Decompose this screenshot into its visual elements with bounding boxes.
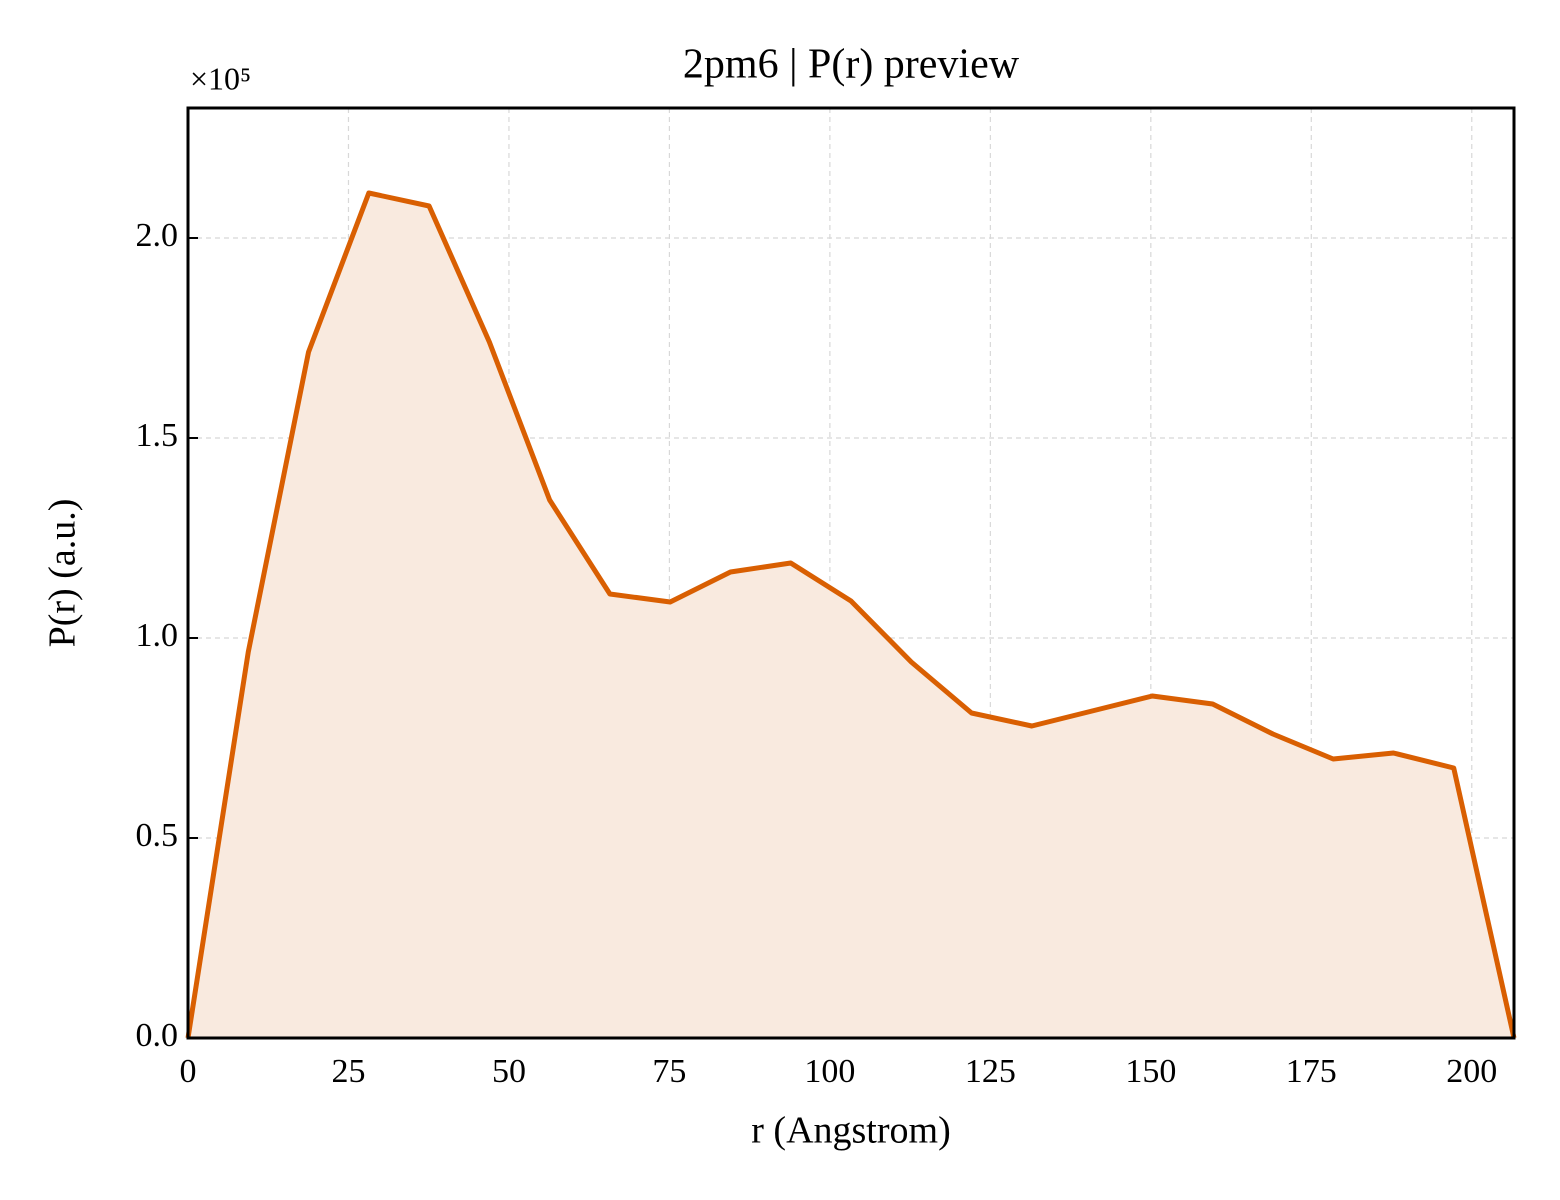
x-tick-label: 0 (180, 1053, 197, 1090)
y-tick-label: 0.0 (136, 1017, 179, 1054)
x-tick-label: 25 (331, 1053, 365, 1090)
x-tick-label: 175 (1286, 1053, 1337, 1090)
area-fill (188, 193, 1514, 1038)
y-tick-label: 0.5 (136, 817, 179, 854)
x-tick-label: 100 (804, 1053, 855, 1090)
x-tick-label: 150 (1125, 1053, 1176, 1090)
y-tick-label: 1.0 (136, 617, 179, 654)
x-tick-label: 125 (965, 1053, 1016, 1090)
line (185, 190, 1517, 1039)
chart-title: 2pm6 | P(r) preview (683, 42, 1020, 88)
plot-frame (186, 106, 1516, 1040)
x-tick-label: 75 (652, 1053, 686, 1090)
y-axis-label: P(r) (a.u.) (42, 499, 84, 648)
x-tick-label: 200 (1446, 1053, 1497, 1090)
x-axis-label: r (Angstrom) (751, 1110, 950, 1152)
y-offset-label: ×10⁵ (190, 60, 251, 96)
y-tick-label: 2.0 (136, 217, 179, 254)
x-tick-label: 50 (492, 1053, 526, 1090)
y-tick-label: 1.5 (136, 417, 179, 454)
